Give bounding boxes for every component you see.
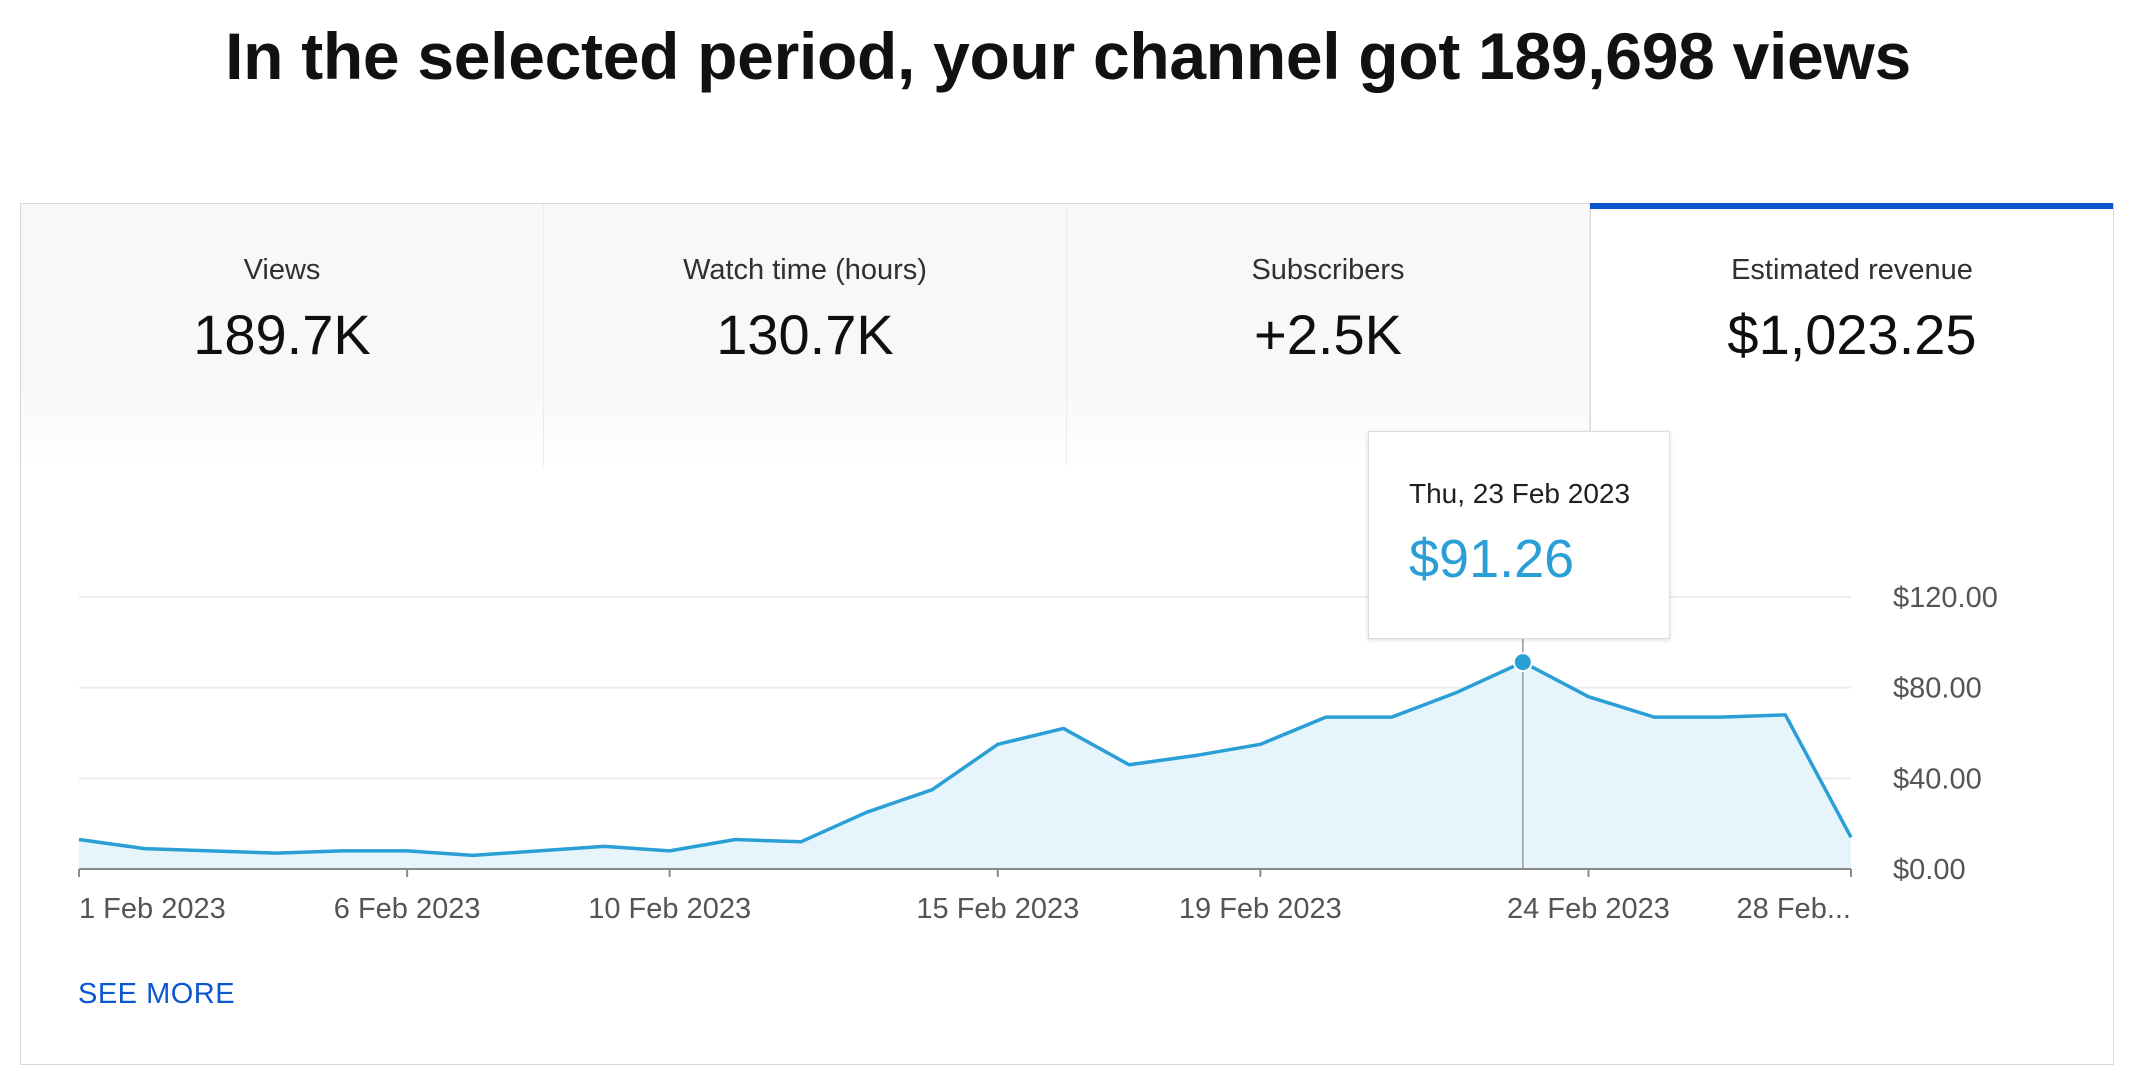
metric-value: 189.7K <box>193 303 371 366</box>
analytics-card: Views 189.7K Watch time (hours) 130.7K S… <box>20 203 2114 1065</box>
series-area <box>79 662 1851 869</box>
chart-tooltip: Thu, 23 Feb 2023 $91.26 <box>1368 431 1670 639</box>
metric-tab-watch-time[interactable]: Watch time (hours) 130.7K <box>544 204 1067 466</box>
highlighted-data-point <box>1512 652 1533 673</box>
metric-value: $1,023.25 <box>1727 303 1977 366</box>
x-tick-label: 24 Feb 2023 <box>1507 893 1670 925</box>
tooltip-value: $91.26 <box>1409 529 1575 589</box>
x-tick-label: 15 Feb 2023 <box>916 893 1079 925</box>
metric-label: Estimated revenue <box>1731 254 1973 286</box>
y-tick-label: $40.00 <box>1893 763 1982 795</box>
y-tick-label: $80.00 <box>1893 673 1982 705</box>
metric-tab-subscribers[interactable]: Subscribers +2.5K <box>1067 204 1590 466</box>
see-more-link[interactable]: SEE MORE <box>78 978 236 1010</box>
series-line <box>78 660 1853 858</box>
metric-tab-views[interactable]: Views 189.7K <box>21 204 544 466</box>
x-tick-label: 28 Feb... <box>1737 893 1851 925</box>
x-tick-label: 1 Feb 2023 <box>79 893 226 925</box>
metric-tab-estimated-revenue[interactable]: Estimated revenue $1,023.25 <box>1590 203 2113 466</box>
x-tick-label: 10 Feb 2023 <box>588 893 751 925</box>
metric-label: Watch time (hours) <box>683 254 927 286</box>
metric-label: Subscribers <box>1251 254 1405 286</box>
metric-label: Views <box>243 254 321 286</box>
metric-tabs: Views 189.7K Watch time (hours) 130.7K S… <box>21 203 2113 466</box>
x-tick-label: 6 Feb 2023 <box>334 893 481 925</box>
x-tick-label: 19 Feb 2023 <box>1179 893 1342 925</box>
metric-value: +2.5K <box>1254 303 1402 366</box>
y-tick-label: $0.00 <box>1893 854 1966 886</box>
page-title: In the selected period, your channel got… <box>225 19 1911 93</box>
tooltip-date: Thu, 23 Feb 2023 <box>1409 478 1631 509</box>
y-tick-label: $120.00 <box>1893 582 1998 614</box>
metric-value: 130.7K <box>716 303 894 366</box>
